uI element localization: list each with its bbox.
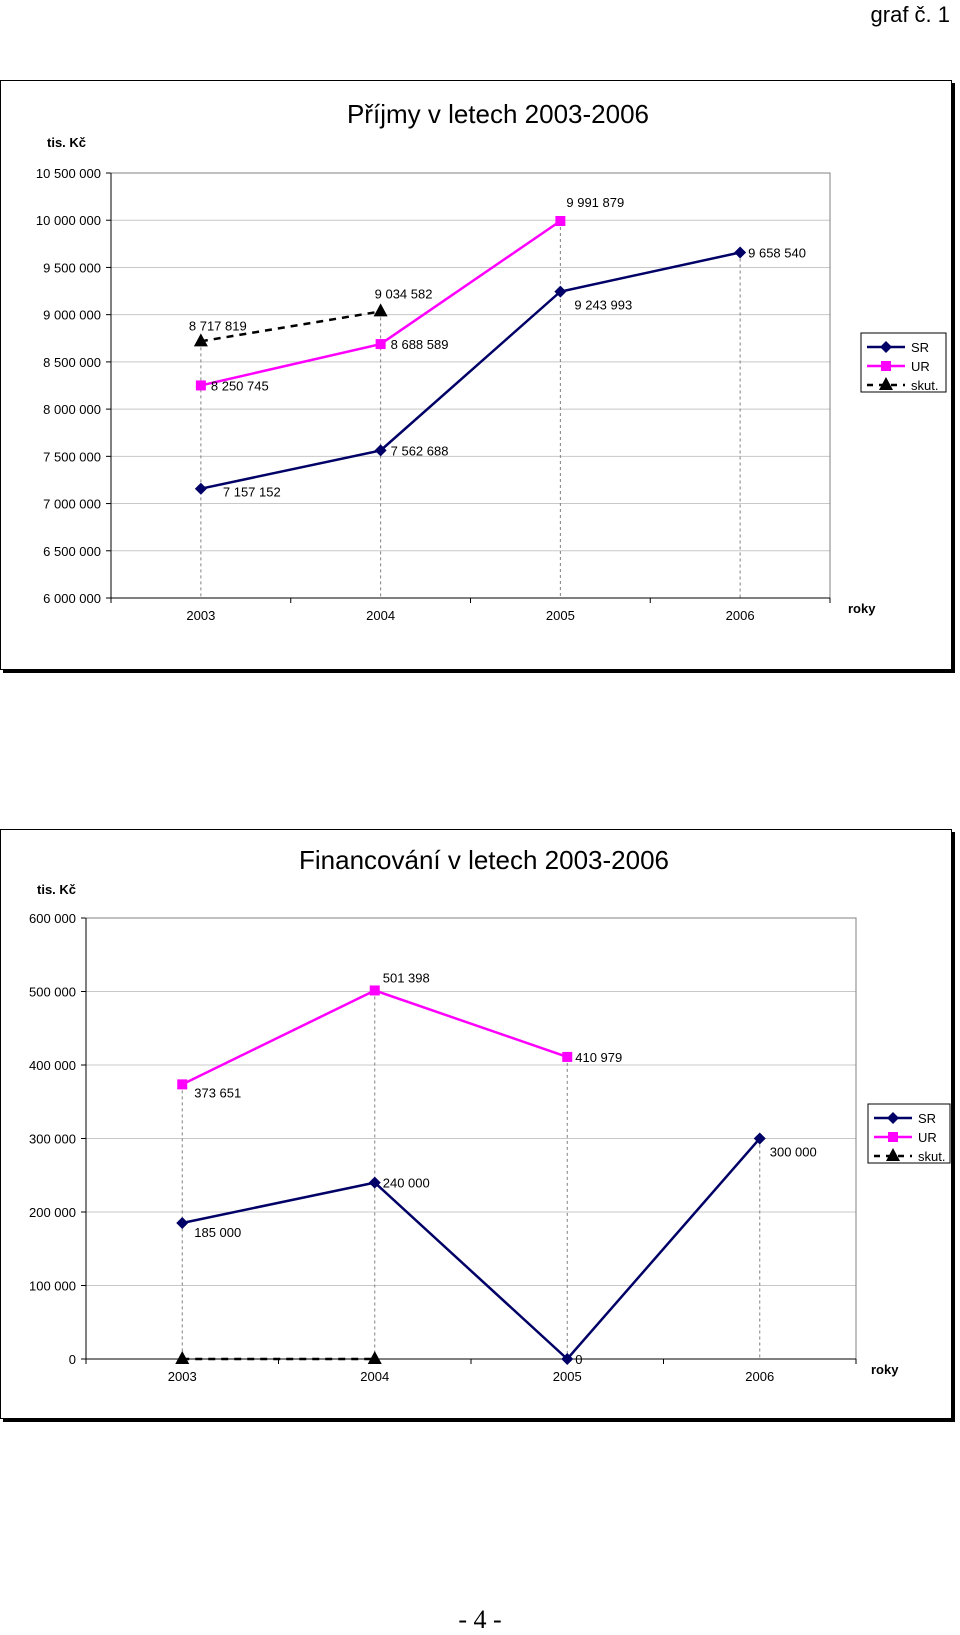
chart1-ytick-label: 7 500 000: [43, 449, 101, 464]
chart1-xlabel: roky: [848, 601, 876, 616]
chart2-point-SR-2003: [176, 1217, 189, 1230]
chart2-category-label: 2004: [360, 1369, 389, 1384]
chart1-ytick-label: 7 000 000: [43, 497, 101, 512]
chart1-ytick-label: 8 500 000: [43, 355, 101, 370]
chart1-ytick-label: 9 500 000: [43, 260, 101, 275]
chart2-series-line-0: [181, 1137, 761, 1361]
chart1-data-label: 9 658 540: [748, 245, 806, 260]
chart1-category-label: 2003: [186, 608, 215, 623]
chart2-data-label: 501 398: [383, 970, 430, 985]
chart1-series-line-0: [200, 251, 741, 490]
chart1-point-SR-2006: [734, 246, 747, 259]
chart1-category-label: 2004: [366, 608, 395, 623]
chart1-legend-label: SR: [911, 340, 929, 355]
chart1-point-SR-2004: [374, 444, 387, 457]
chart2-point-UR-2005: [562, 1051, 573, 1062]
chart2-data-label: 185 000: [194, 1225, 241, 1240]
chart1-data-label: 9 034 582: [375, 286, 433, 301]
chart1-point-UR-2004: [375, 339, 386, 350]
chart1-ytick-label: 10 500 000: [36, 166, 101, 181]
chart2-ytick-label: 600 000: [29, 911, 76, 926]
page-number: - 4 -: [458, 1605, 502, 1634]
chart1-data-label: 7 157 152: [223, 485, 281, 500]
chart1-category-label: 2006: [726, 608, 755, 623]
chart1-point-SR-2005: [554, 285, 567, 298]
chart1-data-label: 8 688 589: [391, 337, 449, 352]
chart-financovani: Financování v letech 2003-2006 tis. Kč rok…: [0, 829, 952, 1419]
chart1-data-label: 7 562 688: [391, 443, 449, 458]
chart2-legend-label: UR: [918, 1130, 937, 1145]
chart1-data-label: 9 991 879: [566, 195, 624, 210]
chart1-ylabel: tis. Kč: [47, 135, 86, 150]
chart-prijmy-svg: Příjmy v letech 2003-2006 tis. Kč roky 6 00…: [36, 99, 947, 623]
chart1-point-UR-2003: [195, 380, 206, 391]
chart2-point-UR-2004: [369, 985, 380, 996]
chart2-ytick-label: 200 000: [29, 1205, 76, 1220]
chart2-ytick-label: 400 000: [29, 1058, 76, 1073]
chart1-series-line-2: [200, 310, 381, 343]
chart2-point-skut-2003: [175, 1351, 190, 1364]
chart2-data-label: 0: [575, 1352, 582, 1367]
chart2-category-label: 2003: [168, 1369, 197, 1384]
chart1-legend-marker-0: [880, 341, 892, 353]
chart1-ytick-label: 6 000 000: [43, 591, 101, 606]
chart1-point-SR-2003: [194, 482, 207, 495]
chart2-data-label: 300 000: [770, 1145, 817, 1160]
chart1-legend-label: UR: [911, 359, 930, 374]
chart1-title: Příjmy v letech 2003-2006: [347, 99, 649, 129]
chart1-ytick-label: 9 000 000: [43, 308, 101, 323]
chart2-legend: [867, 1103, 951, 1164]
chart1-point-skut-2004: [373, 303, 388, 317]
chart-financovani-svg: Financování v letech 2003-2006 tis. Kč rok…: [29, 845, 951, 1384]
chart2-ytick-label: 100 000: [29, 1279, 76, 1294]
chart2-legend-marker-0: [887, 1112, 899, 1124]
chart1-legend-marker-2: [879, 377, 893, 390]
chart2-ytick-label: 0: [69, 1352, 76, 1367]
chart1-legend-marker-1: [881, 361, 891, 371]
chart2-point-SR-2005: [561, 1353, 574, 1365]
chart2-data-label: 240 000: [383, 1176, 430, 1191]
chart1-legend: [860, 332, 947, 393]
chart2-point-skut-2004: [367, 1351, 382, 1364]
chart2-point-UR-2003: [177, 1079, 188, 1090]
chart2-ylabel: tis. Kč: [37, 882, 76, 897]
chart2-data-label: 373 651: [194, 1085, 241, 1100]
chart2-point-SR-2004: [368, 1176, 381, 1189]
chart2-legend-marker-1: [888, 1132, 898, 1142]
chart1-ytick-label: 6 500 000: [43, 544, 101, 559]
chart2-ytick-label: 500 000: [29, 985, 76, 1000]
chart2-point-SR-2006: [753, 1132, 766, 1145]
chart2-category-label: 2006: [745, 1369, 774, 1384]
chart2-category-label: 2005: [553, 1369, 582, 1384]
chart2-ytick-label: 300 000: [29, 1132, 76, 1147]
chart1-point-skut-2003: [193, 333, 208, 347]
page-header-label: graf č. 1: [870, 2, 950, 27]
chart2-legend-label: skut.: [918, 1149, 945, 1164]
chart2-title: Financování v letech 2003-2006: [299, 845, 669, 875]
chart2-xlabel: roky: [871, 1362, 899, 1377]
chart1-data-label: 8 250 745: [211, 378, 269, 393]
chart1-category-label: 2005: [546, 608, 575, 623]
chart1-point-UR-2005: [555, 215, 566, 226]
chart1-data-label: 8 717 819: [189, 318, 247, 333]
chart1-legend-label: skut.: [911, 378, 938, 393]
chart2-legend-label: SR: [918, 1111, 936, 1126]
chart-prijmy: Příjmy v letech 2003-2006 tis. Kč roky 6 00…: [0, 80, 952, 670]
chart1-ytick-label: 8 000 000: [43, 402, 101, 417]
chart1-ytick-label: 10 000 000: [36, 213, 101, 228]
chart2-data-label: 410 979: [575, 1050, 622, 1065]
chart2-legend-marker-2: [886, 1148, 900, 1161]
chart1-data-label: 9 243 993: [574, 298, 632, 313]
